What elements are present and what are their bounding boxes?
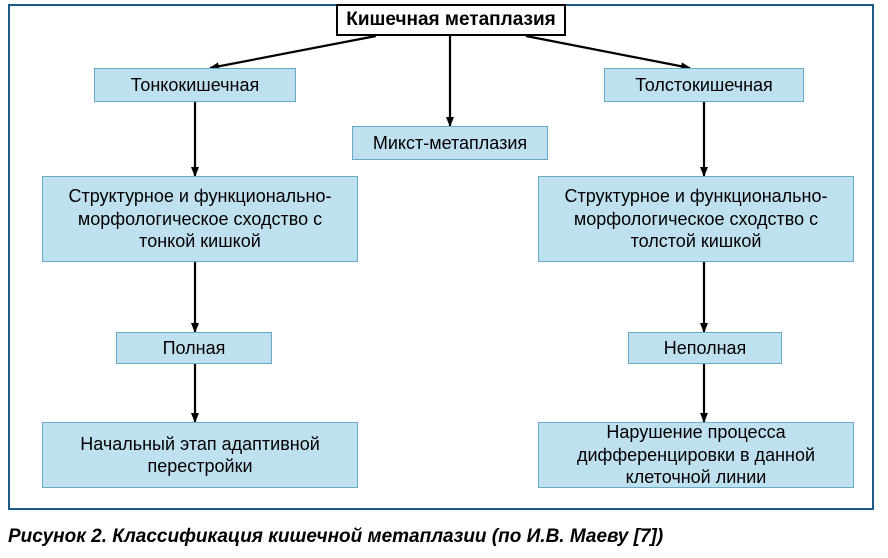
node-desc-right: Структурное и функционально-морфологичес… — [538, 176, 854, 262]
node-desc-left: Структурное и функционально-морфологичес… — [42, 176, 358, 262]
node-desc-l-label: Структурное и функционально-морфологичес… — [51, 185, 349, 253]
node-root-label: Кишечная метаплазия — [346, 8, 555, 32]
node-bottom-left: Начальный этап адаптивной перестройки — [42, 422, 358, 488]
node-bot-r-label: Нарушение процесса дифференцировки в дан… — [547, 421, 845, 489]
node-thin-intestine: Тонкокишечная — [94, 68, 296, 102]
node-thin-label: Тонкокишечная — [131, 74, 260, 97]
node-full: Полная — [116, 332, 272, 364]
node-thick-label: Толстокишечная — [635, 74, 773, 97]
node-mixed: Микст-метаплазия — [352, 126, 548, 160]
node-desc-r-label: Структурное и функционально-морфологичес… — [547, 185, 845, 253]
figure-caption: Рисунок 2. Классификация кишечной метапл… — [8, 526, 874, 548]
node-partial: Неполная — [628, 332, 782, 364]
node-bottom-right: Нарушение процесса дифференцировки в дан… — [538, 422, 854, 488]
diagram-frame: Кишечная метаплазия Тонкокишечная Микст-… — [8, 4, 874, 510]
node-full-label: Полная — [163, 337, 226, 360]
node-thick-intestine: Толстокишечная — [604, 68, 804, 102]
node-root: Кишечная метаплазия — [336, 4, 566, 36]
edge-root-thin — [210, 36, 376, 68]
node-partial-label: Неполная — [664, 337, 747, 360]
node-mixed-label: Микст-метаплазия — [373, 132, 527, 155]
node-bot-l-label: Начальный этап адаптивной перестройки — [51, 433, 349, 478]
edge-root-thick — [526, 36, 690, 68]
